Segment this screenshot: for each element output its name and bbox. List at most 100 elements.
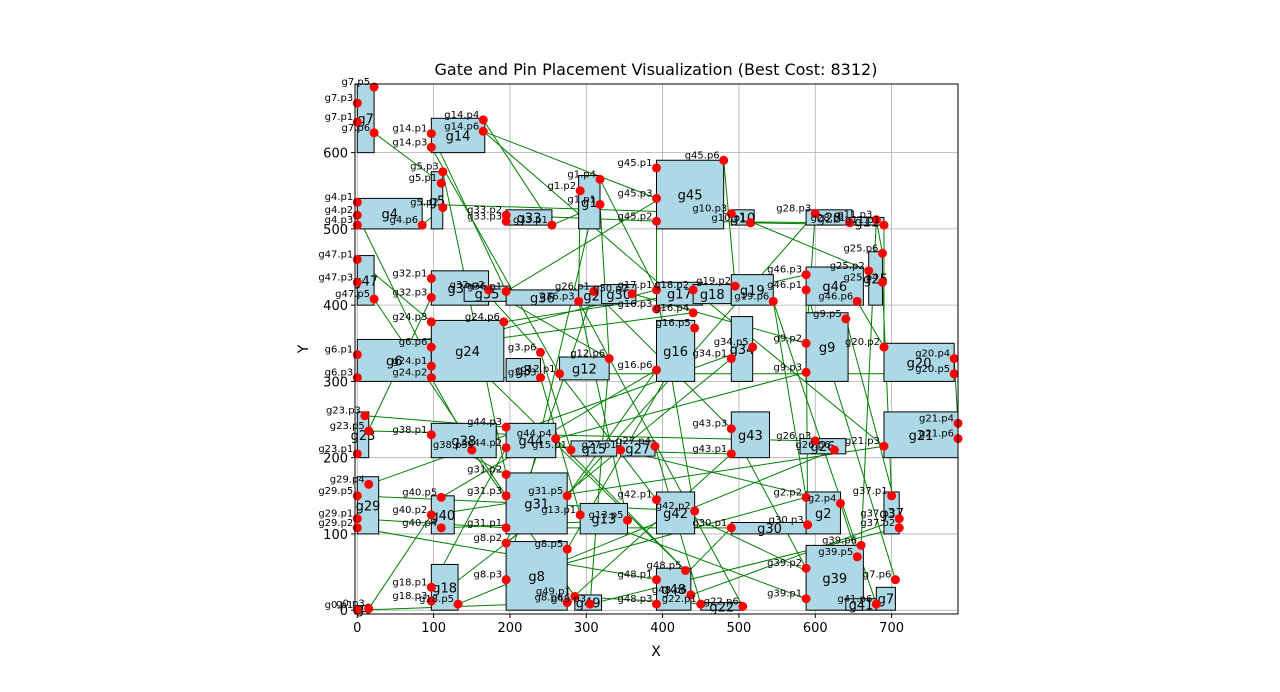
pin-marker <box>436 492 446 502</box>
pin-label: g6.p3 <box>325 368 354 379</box>
pin-label: g7.p6 <box>341 123 370 134</box>
pin-marker <box>478 126 488 136</box>
pin-label: g4.p6 <box>390 215 419 226</box>
gate-label: g8 <box>528 570 545 585</box>
pin-label: g40.p2 <box>392 505 427 516</box>
wire <box>373 132 442 184</box>
pin-marker <box>595 199 605 209</box>
pin-marker <box>426 430 436 440</box>
pin-label: g24.p3 <box>392 312 427 323</box>
x-tick-label: 600 <box>803 621 828 636</box>
pin-label: g16.p4 <box>654 303 689 314</box>
gate-label: g28 <box>817 211 842 226</box>
pin-label: g37.p1 <box>853 486 888 497</box>
pin-label: g6.p6 <box>399 337 428 348</box>
pin-label: g28.p1 <box>811 213 846 224</box>
pin-label: g27.p4 <box>616 436 651 447</box>
pin-label: g33.p3 <box>467 211 502 222</box>
pin-label: g21.p6 <box>919 429 954 440</box>
pin-label: g48.p6 <box>652 585 687 596</box>
pin-marker <box>745 218 755 228</box>
pin-label: g9.p3 <box>773 362 802 373</box>
gate-label: g24 <box>455 345 480 360</box>
pin-marker <box>369 82 379 92</box>
gate-label: g40 <box>430 509 455 524</box>
pin-label: g37.p3 <box>860 509 895 520</box>
pin-label: g9.p2 <box>773 333 802 344</box>
gate-label: g14 <box>446 129 471 144</box>
pin-marker <box>652 495 661 505</box>
pin-label: g41.p6 <box>837 594 872 605</box>
pin-marker <box>801 492 811 502</box>
x-tick-label: 500 <box>727 621 752 636</box>
pin-marker <box>845 218 855 228</box>
pin-label: g49.p1 <box>536 586 571 597</box>
pin-label: g37.p2 <box>860 518 895 529</box>
pin-marker <box>949 369 959 379</box>
pin-label: g48.p3 <box>618 594 653 605</box>
pin-label: g2.p2 <box>773 487 802 498</box>
pin-marker <box>652 163 661 173</box>
wire <box>599 179 657 291</box>
pin-label: g32.p1 <box>392 268 427 279</box>
pin-label: g46.p3 <box>767 265 802 276</box>
pin-label: g26.p6 <box>795 440 830 451</box>
gate-label: g12 <box>572 362 597 377</box>
pin-marker <box>871 599 881 609</box>
pin-marker <box>627 289 637 299</box>
pin-label: g32.p2 <box>450 280 485 291</box>
pin-marker <box>352 254 362 264</box>
pin-label: g39.p6 <box>822 535 857 546</box>
pin-label: g19.p2 <box>696 276 731 287</box>
gate-box <box>805 491 841 535</box>
pin-marker <box>369 294 379 304</box>
pin-label: g8.p6 <box>535 593 564 604</box>
pin-label: g13.p1 <box>541 505 576 516</box>
pin-marker <box>360 411 370 421</box>
y-axis-label: Y <box>296 344 312 354</box>
pin-marker <box>352 277 362 287</box>
pin-marker <box>585 599 595 609</box>
pin-marker <box>426 361 436 371</box>
gate-label: g41 <box>849 598 874 613</box>
pin-marker <box>801 594 811 604</box>
gate-label: g9 <box>819 341 836 356</box>
pin-marker <box>595 174 605 184</box>
pin-marker <box>426 582 436 592</box>
pin-marker <box>652 193 661 203</box>
gate-box <box>430 422 497 459</box>
pin-label: g18.p5 <box>419 594 454 605</box>
wire <box>578 301 628 521</box>
pin-marker <box>726 449 736 459</box>
pin-marker <box>426 596 436 606</box>
pin-label: g30.p1 <box>692 518 727 529</box>
pin-label: g8.p3 <box>474 570 503 581</box>
axis-ticks: 0 100 200 300 400 500 600 700 0 100 200 300 400 500 60… <box>323 147 904 636</box>
gate-label: g21 <box>909 429 934 444</box>
pin-marker <box>566 445 576 455</box>
pin-marker <box>562 598 572 608</box>
pin-marker <box>801 285 811 295</box>
pin-label: g14.p6 <box>444 121 479 132</box>
pin-label: g34.p5 <box>714 337 749 348</box>
pin-label: g49.p3 <box>551 594 586 605</box>
pin-label: g6.p1 <box>325 345 354 356</box>
pin-label: g32.p3 <box>392 288 427 299</box>
pin-marker <box>894 514 904 524</box>
gate-box <box>730 274 774 306</box>
wire <box>566 369 657 497</box>
pin-label: g45.p3 <box>618 188 653 199</box>
gate-box <box>883 411 959 459</box>
pin-marker <box>364 479 374 489</box>
pin-marker <box>535 347 545 357</box>
wire <box>599 204 610 359</box>
gate-label: g29 <box>356 499 381 514</box>
pin-label: g29.p4 <box>330 474 365 485</box>
pin-marker <box>856 540 866 550</box>
wire <box>578 301 744 607</box>
plot-frame <box>354 83 959 615</box>
gate-label: g44 <box>519 435 544 450</box>
gate-box <box>505 541 568 611</box>
pin-label: g15.p1 <box>532 440 567 451</box>
